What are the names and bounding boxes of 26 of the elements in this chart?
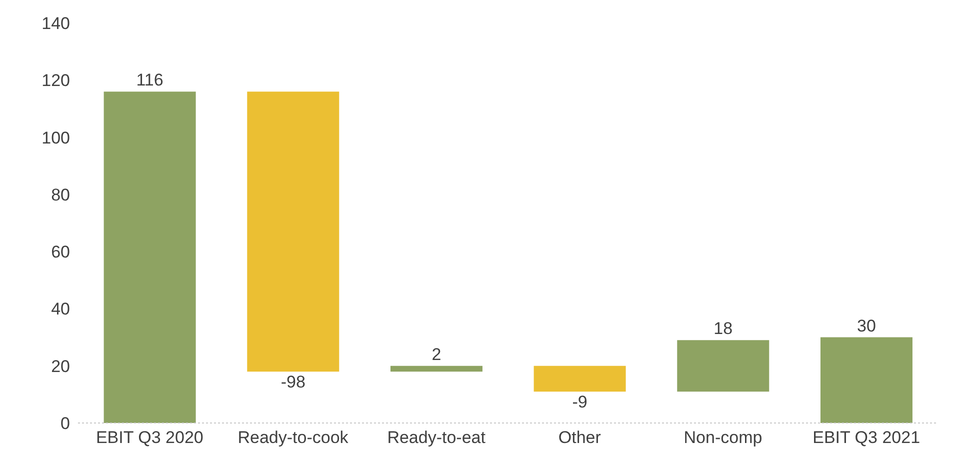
y-tick-label: 40 — [51, 300, 70, 319]
data-label: -9 — [572, 392, 588, 412]
bar — [247, 92, 340, 372]
data-label: 116 — [136, 70, 164, 90]
x-tick-label: EBIT Q3 2021 — [812, 428, 920, 448]
data-label: 30 — [857, 316, 876, 336]
data-label: -98 — [280, 372, 306, 392]
bar — [534, 366, 626, 392]
y-tick-label: 120 — [42, 71, 70, 90]
bar — [677, 340, 770, 392]
x-tick-label: Ready-to-cook — [238, 428, 349, 448]
y-tick-label: 20 — [51, 356, 70, 376]
data-label: 18 — [714, 319, 733, 338]
bar — [820, 337, 912, 423]
x-tick-label: Other — [558, 428, 602, 448]
bar — [104, 92, 196, 423]
x-tick-label: Non-comp — [684, 428, 762, 448]
y-tick-label: 100 — [42, 128, 70, 148]
x-tick-label: EBIT Q3 2020 — [96, 428, 204, 448]
y-tick-label: 140 — [42, 14, 70, 34]
x-tick-label: Ready-to-eat — [387, 428, 486, 448]
y-tick-label: 80 — [51, 185, 70, 204]
bar — [390, 366, 482, 372]
y-tick-label: 60 — [51, 242, 70, 262]
data-label: 2 — [432, 344, 442, 364]
y-tick-label: 0 — [60, 414, 70, 434]
